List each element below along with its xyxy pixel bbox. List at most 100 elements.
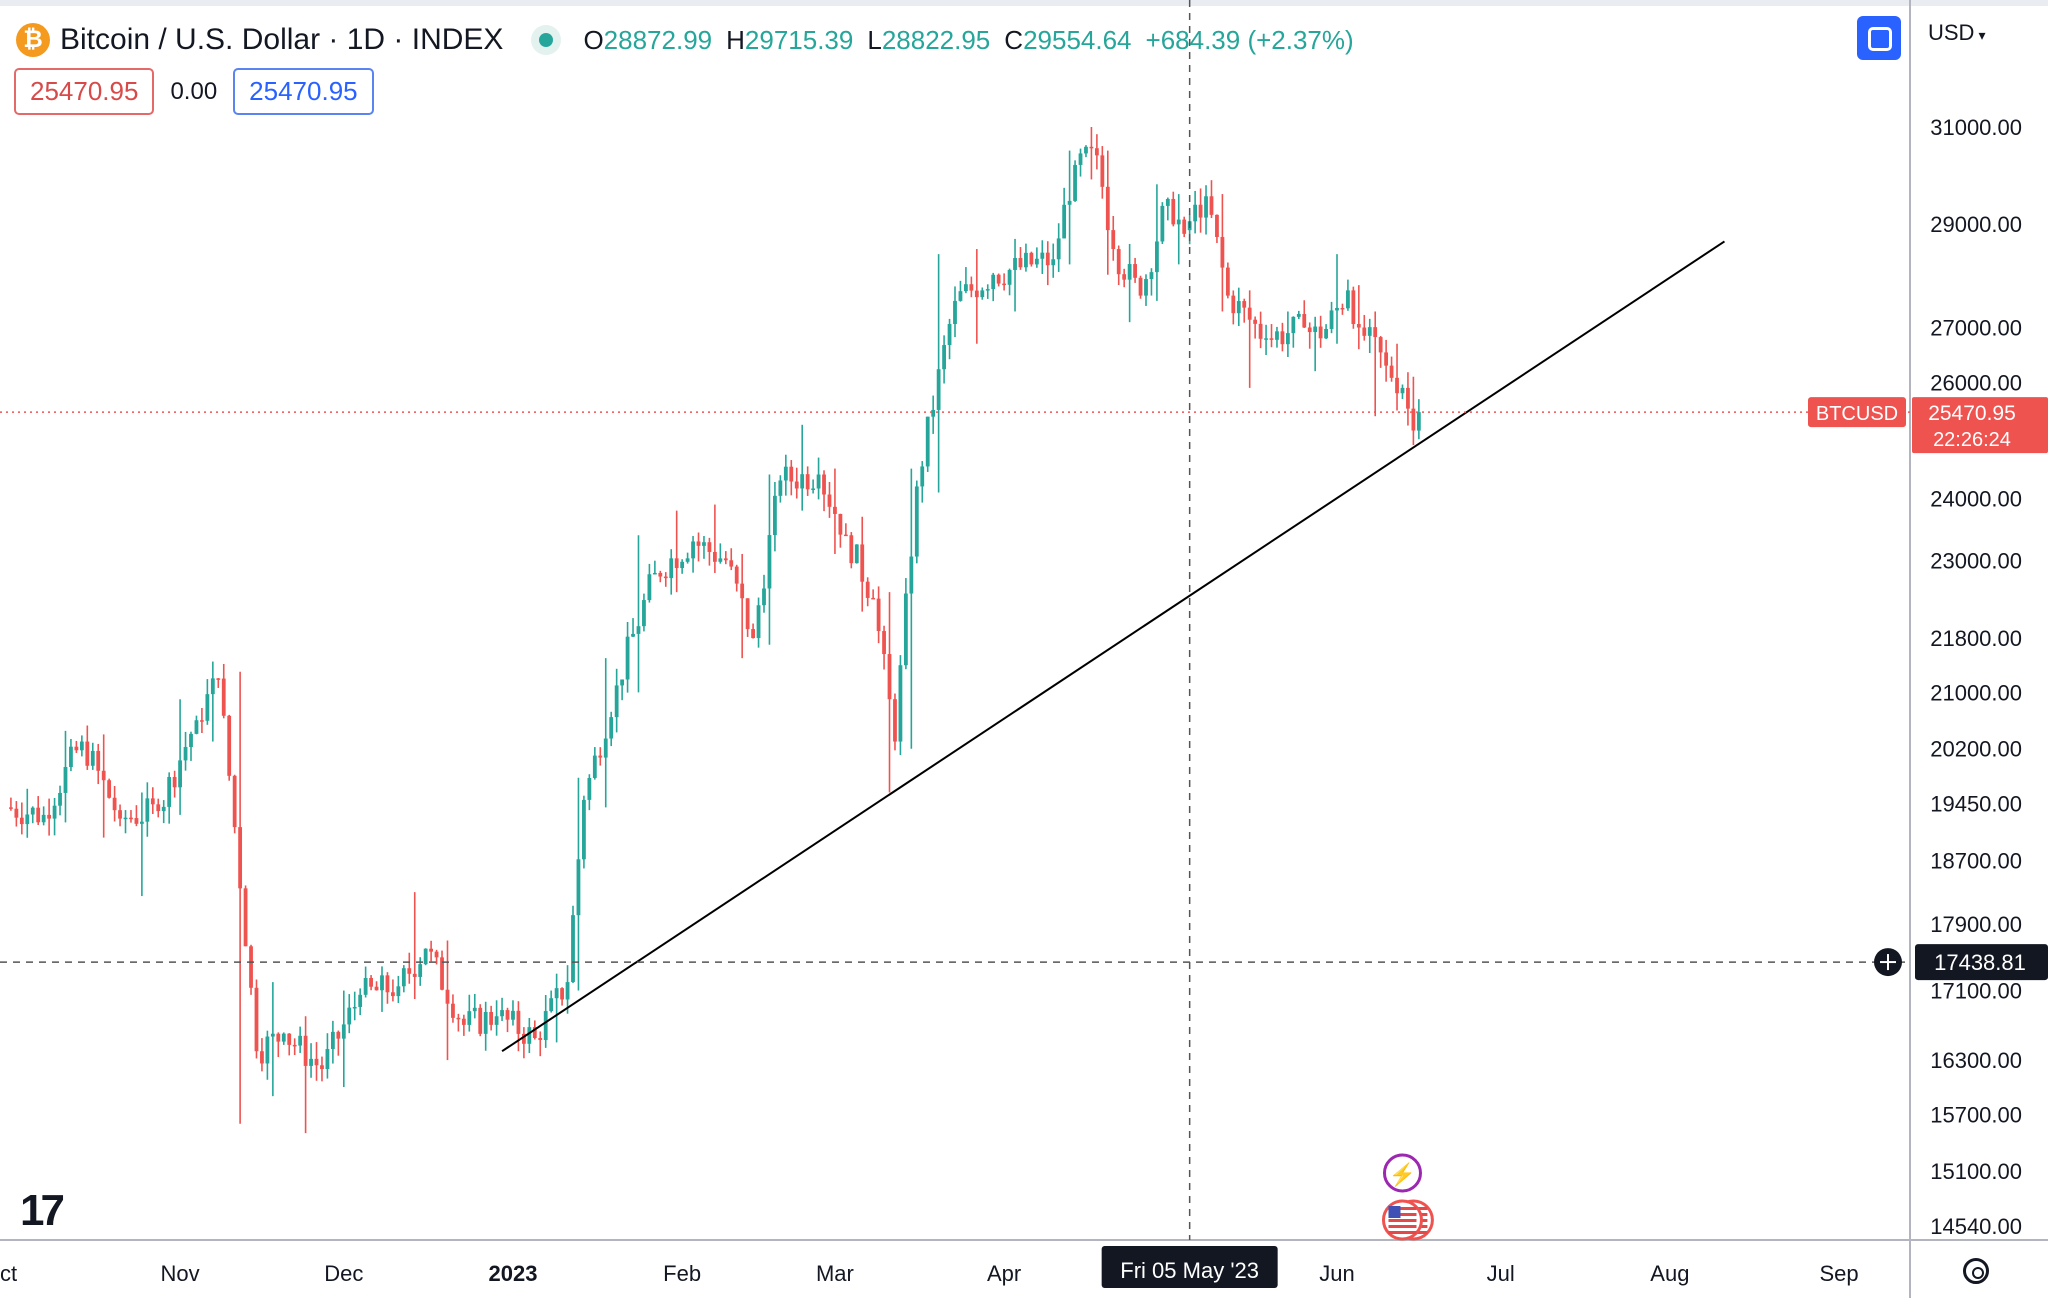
candle-body[interactable]	[238, 827, 243, 889]
candle-body[interactable]	[1264, 338, 1268, 340]
candle-body[interactable]	[1346, 290, 1350, 309]
candle-body[interactable]	[161, 806, 166, 812]
candle-body[interactable]	[598, 755, 603, 758]
candle-body[interactable]	[974, 290, 979, 298]
candle-body[interactable]	[712, 551, 717, 562]
candle-body[interactable]	[30, 807, 35, 815]
currency-select[interactable]: USD ▾	[1928, 20, 1986, 45]
candle-body[interactable]	[1313, 326, 1318, 333]
candle-body[interactable]	[691, 541, 695, 559]
candle-body[interactable]	[942, 345, 946, 370]
lightning-event-icon[interactable]	[1382, 1153, 1422, 1193]
candle-body[interactable]	[1269, 338, 1274, 340]
candle-body[interactable]	[1242, 301, 1247, 308]
candle-body[interactable]	[423, 948, 428, 965]
candle-body[interactable]	[849, 535, 854, 564]
candle-body[interactable]	[1040, 252, 1045, 259]
symbol-title[interactable]: Bitcoin / U.S. Dollar · 1D · INDEX	[60, 23, 504, 56]
candle-body[interactable]	[118, 810, 122, 819]
candle-body[interactable]	[996, 274, 1001, 284]
candle-body[interactable]	[85, 741, 90, 766]
candle-body[interactable]	[756, 605, 761, 639]
candle-body[interactable]	[609, 717, 614, 739]
candle-body[interactable]	[232, 775, 237, 828]
candle-body[interactable]	[1034, 258, 1039, 265]
candle-body[interactable]	[1051, 259, 1056, 266]
candle-body[interactable]	[543, 1011, 548, 1041]
candle-body[interactable]	[401, 968, 406, 987]
candle-body[interactable]	[527, 1027, 532, 1044]
candle-body[interactable]	[876, 598, 881, 632]
candle-body[interactable]	[1165, 198, 1170, 206]
candle-body[interactable]	[1373, 327, 1378, 338]
candle-body[interactable]	[412, 973, 417, 977]
candle-body[interactable]	[1062, 204, 1067, 239]
candle-body[interactable]	[347, 1007, 352, 1025]
candle-body[interactable]	[505, 1010, 510, 1020]
candle-body[interactable]	[969, 284, 974, 291]
candle-body[interactable]	[254, 987, 259, 1052]
candle-body[interactable]	[740, 583, 745, 599]
candle-body[interactable]	[139, 821, 144, 824]
candle-body[interactable]	[167, 777, 172, 807]
candle-body[interactable]	[511, 1010, 515, 1020]
candle-body[interactable]	[838, 513, 843, 535]
candle-body[interactable]	[1084, 146, 1088, 154]
candle-body[interactable]	[1367, 327, 1372, 336]
candle-body[interactable]	[418, 964, 423, 977]
candle-body[interactable]	[745, 598, 750, 630]
candle-body[interactable]	[1198, 204, 1203, 218]
candle-body[interactable]	[723, 558, 728, 561]
candle-body[interactable]	[281, 1033, 286, 1042]
candle-body[interactable]	[1002, 283, 1007, 286]
candle-body[interactable]	[936, 369, 941, 410]
buy-price-box[interactable]: 25470.95	[233, 68, 374, 115]
candle-body[interactable]	[63, 767, 68, 793]
candle-body[interactable]	[74, 746, 79, 751]
candle-body[interactable]	[985, 289, 990, 291]
candle-body[interactable]	[500, 1010, 504, 1017]
candle-body[interactable]	[565, 982, 570, 1000]
candle-body[interactable]	[1258, 323, 1263, 339]
candle-body[interactable]	[516, 1010, 521, 1034]
candle-body[interactable]	[260, 1051, 264, 1064]
candle-body[interactable]	[920, 466, 925, 487]
candle-body[interactable]	[369, 978, 373, 987]
candle-body[interactable]	[325, 1049, 330, 1070]
candle-body[interactable]	[1389, 365, 1394, 378]
tradingview-logo-icon[interactable]: 17	[20, 1186, 65, 1235]
candle-body[interactable]	[407, 968, 412, 974]
candle-body[interactable]	[1340, 307, 1345, 310]
candle-body[interactable]	[391, 992, 395, 997]
candle-body[interactable]	[953, 300, 957, 325]
candle-body[interactable]	[14, 808, 19, 818]
candle-body[interactable]	[1329, 310, 1334, 329]
candle-body[interactable]	[1204, 196, 1208, 218]
candle-body[interactable]	[843, 534, 848, 537]
candle-body[interactable]	[210, 678, 215, 695]
candle-body[interactable]	[1013, 257, 1017, 270]
candle-body[interactable]	[1411, 408, 1416, 431]
candle-body[interactable]	[1253, 319, 1258, 324]
market-status-icon[interactable]	[531, 25, 562, 55]
candle-body[interactable]	[112, 797, 117, 811]
candle-body[interactable]	[1067, 200, 1072, 205]
candle-body[interactable]	[571, 915, 575, 983]
candle-body[interactable]	[1100, 155, 1105, 187]
candle-body[interactable]	[134, 818, 139, 824]
candle-body[interactable]	[1149, 272, 1154, 280]
candle-body[interactable]	[79, 741, 84, 751]
candle-body[interactable]	[483, 1011, 488, 1034]
candle-body[interactable]	[90, 750, 95, 766]
candle-body[interactable]	[980, 290, 985, 298]
candle-body[interactable]	[1291, 316, 1296, 334]
candle-body[interactable]	[751, 629, 755, 639]
candle-body[interactable]	[642, 600, 646, 627]
candle-body[interactable]	[702, 542, 706, 546]
candle-body[interactable]	[69, 746, 73, 768]
candle-body[interactable]	[854, 544, 859, 564]
candle-body[interactable]	[478, 1007, 483, 1034]
candle-body[interactable]	[1144, 279, 1148, 296]
candle-body[interactable]	[1171, 198, 1176, 225]
candle-body[interactable]	[1094, 148, 1099, 156]
